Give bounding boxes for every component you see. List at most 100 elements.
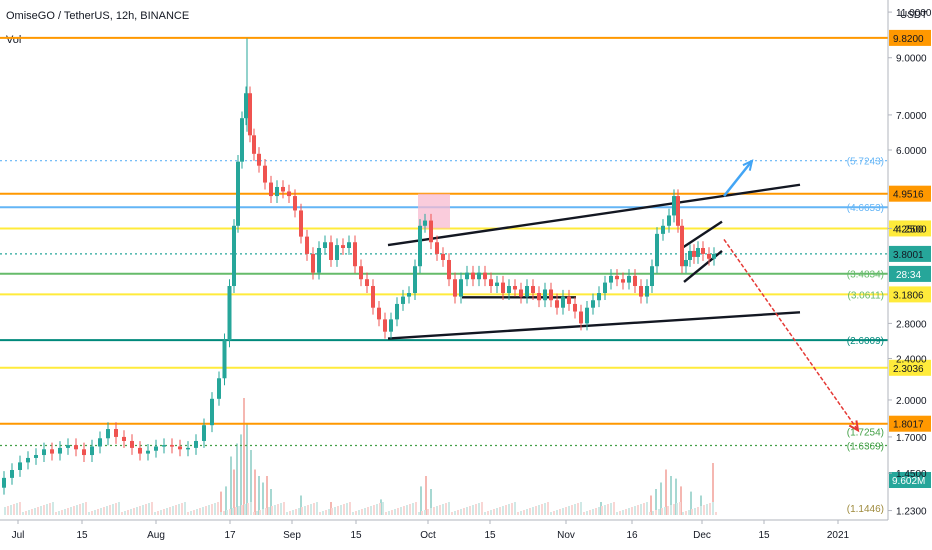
volume-bar [250,450,252,515]
candle-body [329,242,333,260]
volume-bar [208,505,210,515]
candle-body [186,447,190,450]
volume-bar [649,512,651,515]
candle-body [423,220,427,226]
volume-bar [586,511,588,515]
candle-body [217,378,221,399]
volume-layer [4,398,717,515]
volume-bar [258,476,260,515]
candle-body [680,225,684,267]
x-tick-label: Jul [12,530,25,541]
candle-body [609,275,613,283]
candle-body [418,225,422,267]
candle-body [543,289,547,301]
volume-bar [307,505,309,515]
volume-bar [424,510,426,515]
candle-body [513,286,517,290]
volume-bar [559,509,561,515]
arrow-head [848,420,860,433]
volume-bar [247,503,249,515]
candle-body [573,303,577,312]
volume-bar [133,508,135,515]
candle-body [244,93,248,119]
candle-body [293,196,297,211]
volume-bar [349,502,351,515]
volume-bar [316,502,318,515]
candle-body [501,282,505,294]
volume-bar [16,503,18,515]
volume-bar [616,512,618,515]
x-tick-label: Dec [693,530,711,541]
volume-bar [367,507,369,515]
volume-bar [397,508,399,515]
price-label-box [889,220,931,237]
candle-body [655,233,659,267]
volume-bar [358,510,360,515]
volume-bar [433,507,435,515]
volume-bar [484,512,486,515]
volume-bar [547,502,549,515]
volume-bar [445,503,447,515]
volume-bar [688,510,690,515]
candle-body [429,220,433,243]
volume-bar [532,507,534,515]
volume-bar [268,507,270,515]
candle-body [633,275,637,287]
candle-body [58,447,62,454]
x-tick-label: 17 [224,530,236,541]
volume-bar [577,503,579,515]
volume-bar [304,506,306,515]
volume-bar [130,509,132,515]
volume-bar [230,456,232,515]
candle-body [287,191,291,197]
volume-bar [235,507,237,515]
volume-bar [496,508,498,515]
min-vol-label: (1.1446) [847,504,884,515]
volume-bar [85,502,87,515]
volume-bar [337,506,339,515]
volume-bar [415,502,417,515]
volume-bar [385,512,387,515]
volume-bar [466,507,468,515]
volume-bar [442,504,444,515]
volume-bar [67,508,69,515]
candle-body [252,135,256,154]
x-tick-label: Nov [557,530,575,541]
volume-bar [49,503,51,515]
volume-bar [388,511,390,515]
volume-bar [670,505,672,515]
volume-bar [505,505,507,515]
volume-bar [240,434,242,515]
candle-body [453,279,457,297]
price-line-label: (3.4834) [847,270,884,281]
volume-bar [37,507,39,515]
volume-bar [254,469,256,515]
candle-body [483,272,487,280]
volume-bar [712,463,714,515]
volume-bar [139,506,141,515]
volume-bar [493,509,495,515]
volume-bar [292,510,294,515]
candle-body [712,253,716,259]
volume-bar [157,511,159,515]
candle-body [555,300,559,308]
trendline [681,220,723,250]
candle-body [227,286,232,341]
volume-bar [160,510,162,515]
volume-bar [643,503,645,515]
volume-bar [22,512,24,515]
x-tick-label: 16 [626,530,638,541]
volume-bar [169,507,171,515]
volume-bar [223,511,225,515]
y-tick-label: 7.0000 [896,111,927,122]
volume-bar [562,508,564,515]
candle-body [114,429,118,437]
volume-bar [236,443,238,515]
candle-body [413,266,417,294]
candle-body [305,236,309,254]
arrow-line [723,238,859,431]
volume-bar [220,512,222,515]
price-label-box [889,185,931,202]
volume-bar [691,509,693,515]
